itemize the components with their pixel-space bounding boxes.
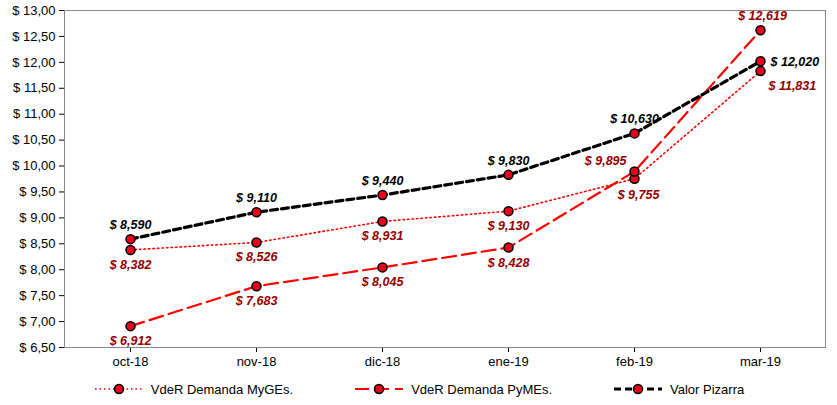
svg-text:$ 9,50: $ 9,50 [19,184,55,199]
html-text:VdeR Demanda PyMEs.: VdeR Demanda PyMEs. [411,381,552,397]
svg-text:$ 12,00: $ 12,00 [12,55,55,70]
svg-text:$ 10,50: $ 10,50 [12,132,55,147]
html-text:Valor Pizarra: Valor Pizarra [670,381,745,397]
svg-text:$ 10,630: $ 10,630 [609,112,659,126]
svg-text:$ 8,50: $ 8,50 [19,236,55,251]
svg-text:$ 13,00: $ 13,00 [12,3,55,18]
svg-text:nov-18: nov-18 [237,354,277,369]
svg-text:$ 11,831: $ 11,831 [768,79,817,93]
html-text:VdeR Demanda MyGEs.: VdeR Demanda MyGEs. [150,381,294,397]
svg-text:$ 7,683: $ 7,683 [235,294,278,308]
svg-text:$ 6,912: $ 6,912 [109,334,152,348]
svg-text:$ 6,50: $ 6,50 [19,340,55,355]
svg-text:$ 8,045: $ 8,045 [361,275,405,289]
svg-text:$ 10,00: $ 10,00 [12,158,55,173]
svg-text:$ 9,895: $ 9,895 [584,154,628,168]
svg-text:$ 9,440: $ 9,440 [361,174,404,188]
svg-text:$ 8,526: $ 8,526 [235,250,279,264]
svg-text:$ 9,755: $ 9,755 [617,188,661,202]
svg-text:ene-19: ene-19 [488,354,528,369]
svg-text:$ 9,130: $ 9,130 [487,219,530,233]
svg-text:$ 7,00: $ 7,00 [19,314,55,329]
svg-text:$ 8,590: $ 8,590 [109,218,152,232]
svg-text:$ 9,110: $ 9,110 [235,191,277,205]
svg-text:feb-19: feb-19 [616,354,653,369]
svg-text:$ 7,50: $ 7,50 [19,288,55,303]
svg-text:$ 12,50: $ 12,50 [12,29,55,44]
svg-text:$ 8,931: $ 8,931 [361,229,404,243]
svg-text:$ 8,382: $ 8,382 [109,258,152,272]
svg-text:$ 8,00: $ 8,00 [19,262,55,277]
svg-text:$ 12,619: $ 12,619 [737,9,787,23]
svg-text:$ 8,428: $ 8,428 [487,256,530,270]
svg-text:$ 11,00: $ 11,00 [13,106,55,121]
svg-text:dic-18: dic-18 [365,354,400,369]
svg-text:$ 9,830: $ 9,830 [487,154,530,168]
svg-text:$ 11,50: $ 11,50 [13,80,55,95]
svg-text:mar-19: mar-19 [740,354,781,369]
svg-text:$ 9,00: $ 9,00 [19,210,55,225]
svg-text:oct-18: oct-18 [112,354,148,369]
svg-text:$ 12,020: $ 12,020 [770,55,820,69]
